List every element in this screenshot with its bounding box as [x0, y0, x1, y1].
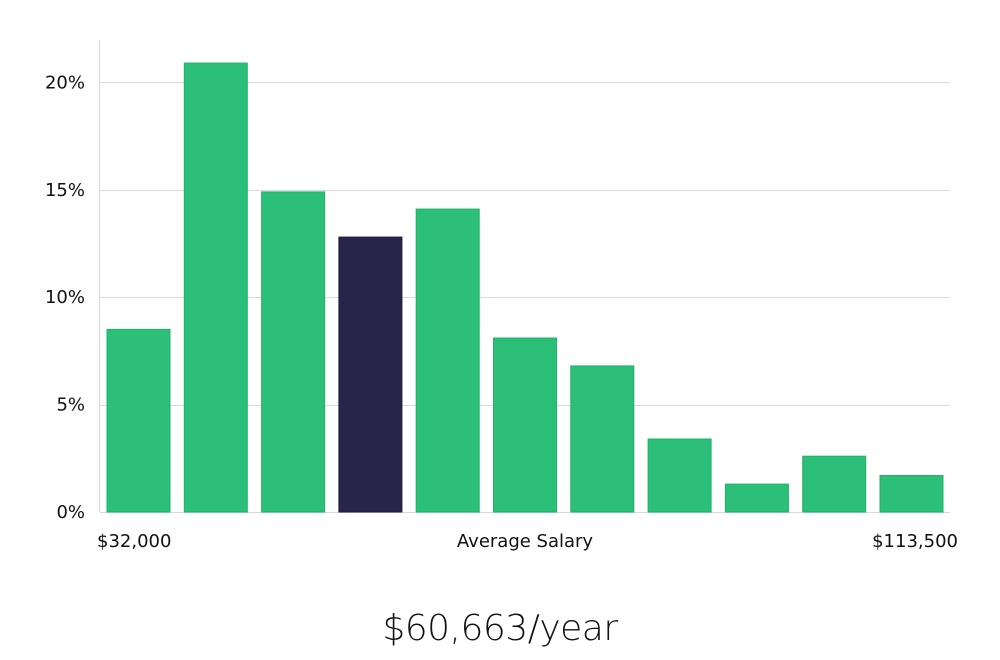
bars — [106, 62, 944, 513]
bar — [261, 191, 326, 513]
bar — [724, 483, 789, 513]
y-tick-label: 5% — [56, 395, 85, 416]
x-min-label: $32,000 — [97, 531, 171, 552]
bar — [570, 365, 635, 513]
y-tick-label: 10% — [45, 287, 85, 308]
bar — [647, 438, 712, 513]
bar — [493, 337, 557, 513]
bar — [802, 455, 867, 513]
bar — [415, 208, 480, 513]
y-tick-labels: 0% 5% 10% 15% 20% — [45, 72, 85, 523]
y-tick-label: 20% — [45, 72, 85, 93]
x-axis-title: Average Salary — [457, 531, 594, 552]
average-salary-value: $60,663/year — [382, 608, 618, 649]
bar — [879, 475, 944, 513]
bar-highlighted — [338, 236, 403, 513]
bar — [183, 62, 248, 513]
y-tick-label: 0% — [56, 502, 85, 523]
bar — [106, 328, 171, 513]
y-tick-label: 15% — [45, 180, 85, 201]
x-max-label: $113,500 — [872, 531, 958, 552]
